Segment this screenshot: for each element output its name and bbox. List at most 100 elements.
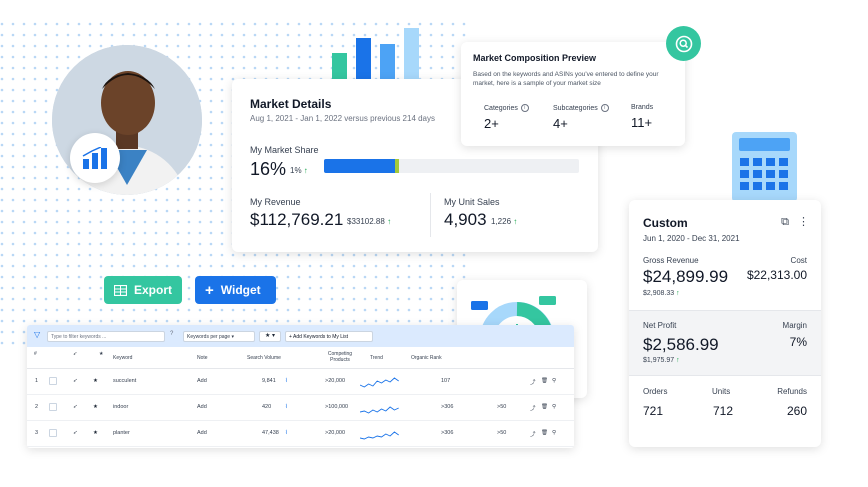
filter-icon[interactable]: ▽ — [34, 330, 41, 339]
arrow-up-icon: ↑ — [676, 357, 680, 364]
col-competing-products[interactable]: Competing Products — [327, 351, 353, 363]
keywords-table: ▽ Type to filter keywords ... ? Keywords… — [27, 325, 574, 448]
star-icon[interactable]: ★ — [93, 378, 98, 384]
table-icon — [114, 284, 127, 296]
chart-icon[interactable]: ⌇ — [285, 404, 288, 410]
star-filter-select[interactable]: ★ ▾ — [259, 331, 281, 342]
export-button[interactable]: Export — [104, 276, 182, 304]
table-row[interactable]: ➶ ★ 1 succulent Add 9,841 >20,000 107 ⌇ ⤴ 🗑 ⚲ — [27, 369, 574, 395]
trend-icon[interactable]: ⤴ — [530, 432, 536, 438]
arrow-up-icon: ↑ — [513, 217, 518, 226]
row-checkbox[interactable] — [49, 429, 57, 437]
trend-icon[interactable]: ⤴ — [530, 380, 536, 386]
market-details-card: Market Details Aug 1, 2021 - Jan 1, 2022… — [232, 79, 598, 252]
col-search-volume[interactable]: Search Volume — [247, 355, 281, 361]
search-badge[interactable] — [666, 26, 701, 61]
brands-value: 11+ — [631, 115, 653, 130]
categories-value: 2+ — [484, 116, 499, 131]
link-icon[interactable]: ⚲ — [552, 430, 557, 436]
arrow-up-icon: ↑ — [303, 166, 308, 175]
col-keyword[interactable]: Keyword — [113, 355, 133, 361]
star-icon[interactable]: ★ — [93, 430, 98, 436]
help-icon[interactable]: ? — [170, 331, 174, 337]
table-header: # ➶ ★ Keyword Note Search Volume Competi… — [27, 347, 574, 369]
row-note-add[interactable]: Add — [197, 404, 207, 410]
row-competing-products: >20,000 — [325, 378, 346, 384]
chevron-down-icon: ▾ — [231, 334, 234, 340]
rocket-icon: ➶ — [73, 351, 78, 357]
categories-stat: Categories i 2+ — [484, 104, 529, 131]
star-icon[interactable]: ★ — [93, 404, 98, 410]
row-extra: >50 — [497, 430, 507, 436]
table-row[interactable]: ➶ ★ 3 planter Add 47,438 >20,000 >306 >50 ⌇ ⤴ 🗑 ⚲ — [27, 421, 574, 447]
row-number: 3 — [35, 430, 39, 436]
row-extra: >50 — [497, 404, 507, 410]
rocket-icon[interactable]: ➶ — [73, 430, 78, 436]
trash-icon[interactable]: 🗑 — [541, 404, 548, 410]
arrow-up-icon: ↑ — [676, 290, 680, 297]
add-keywords-button[interactable]: + Add Keywords to My List — [285, 331, 373, 342]
market-composition-title: Market Composition Preview — [473, 53, 597, 63]
row-checkbox[interactable] — [49, 377, 57, 385]
search-icon — [675, 35, 692, 52]
refunds-label: Refunds — [777, 387, 807, 396]
link-icon[interactable]: ⚲ — [552, 404, 557, 410]
cost-value: $22,313.00 — [746, 268, 807, 282]
market-details-subtitle: Aug 1, 2021 - Jan 1, 2022 versus previou… — [250, 114, 436, 123]
trash-icon[interactable]: 🗑 — [541, 378, 548, 384]
col-note[interactable]: Note — [197, 355, 208, 361]
widget-button-label: Widget — [220, 283, 261, 297]
export-button-label: Export — [133, 283, 172, 297]
row-note-add[interactable]: Add — [197, 378, 207, 384]
keywords-per-page-label: Keywords per page — [187, 334, 231, 340]
market-share-bar-fill — [324, 159, 395, 173]
row-checkbox[interactable] — [49, 403, 57, 411]
col-num[interactable]: # — [34, 351, 37, 357]
table-toolbar: ▽ Type to filter keywords ... ? Keywords… — [27, 325, 574, 347]
trend-sparkline — [360, 377, 399, 388]
chart-icon[interactable]: ⌇ — [285, 378, 288, 384]
table-row[interactable]: ➶ ★ 2 indoor Add 420 >100,000 >306 >50 ⌇ ⤴ 🗑 ⚲ — [27, 395, 574, 421]
subcategories-label: Subcategories i — [553, 104, 609, 112]
external-link-icon[interactable]: ⧉ — [781, 216, 789, 228]
keyword-filter-input[interactable]: Type to filter keywords ... — [47, 331, 165, 342]
revenue-delta: $33102.88 ↑ — [347, 217, 391, 226]
keywords-per-page-select[interactable]: Keywords per page ▾ — [183, 331, 255, 342]
rocket-icon[interactable]: ➶ — [73, 378, 78, 384]
col-organic-rank[interactable]: Organic Rank — [411, 355, 442, 361]
more-vertical-icon[interactable]: ⋮ — [798, 216, 809, 228]
row-keyword: planter — [113, 430, 130, 436]
row-note-add[interactable]: Add — [197, 430, 207, 436]
row-organic-rank: 107 — [441, 378, 451, 384]
row-keyword: indoor — [113, 404, 129, 410]
market-composition-card: Market Composition Preview Based on the … — [461, 42, 685, 146]
row-organic-rank: >306 — [441, 430, 454, 436]
refunds-value: 260 — [786, 404, 807, 418]
custom-title: Custom — [643, 216, 688, 230]
gross-revenue-label: Gross Revenue — [643, 256, 699, 265]
market-composition-description: Based on the keywords and ASINs you've e… — [473, 71, 659, 87]
link-icon[interactable]: ⚲ — [552, 378, 557, 384]
row-competing-products: >20,000 — [325, 430, 346, 436]
trash-icon[interactable]: 🗑 — [541, 430, 548, 436]
margin-label: Margin — [782, 321, 807, 330]
subcategories-value: 4+ — [553, 116, 568, 131]
gross-revenue-delta-text: $2,908.33 — [643, 290, 675, 297]
user-avatar-group — [52, 45, 202, 213]
widget-button[interactable]: + Widget — [195, 276, 276, 304]
chevron-down-icon: ▾ — [272, 333, 276, 339]
trend-sparkline — [360, 431, 399, 440]
info-icon[interactable]: i — [600, 104, 609, 112]
calculator-icon — [732, 132, 797, 202]
trend-icon[interactable]: ⤴ — [530, 406, 536, 412]
units-label: Units — [712, 387, 731, 396]
net-profit-section: Net Profit $2,586.99 $1,975.97 ↑ Margin … — [629, 310, 821, 376]
chart-icon[interactable]: ⌇ — [285, 430, 288, 436]
col-trend[interactable]: Trend — [370, 355, 383, 361]
star-icon: ★ — [99, 351, 104, 357]
card-actions: ⧉ ⋮ — [781, 215, 809, 229]
categories-label: Categories i — [484, 104, 529, 112]
info-icon[interactable]: i — [520, 104, 529, 112]
rocket-icon[interactable]: ➶ — [73, 404, 78, 410]
custom-date-range: Jun 1, 2020 - Dec 31, 2021 — [643, 234, 740, 243]
